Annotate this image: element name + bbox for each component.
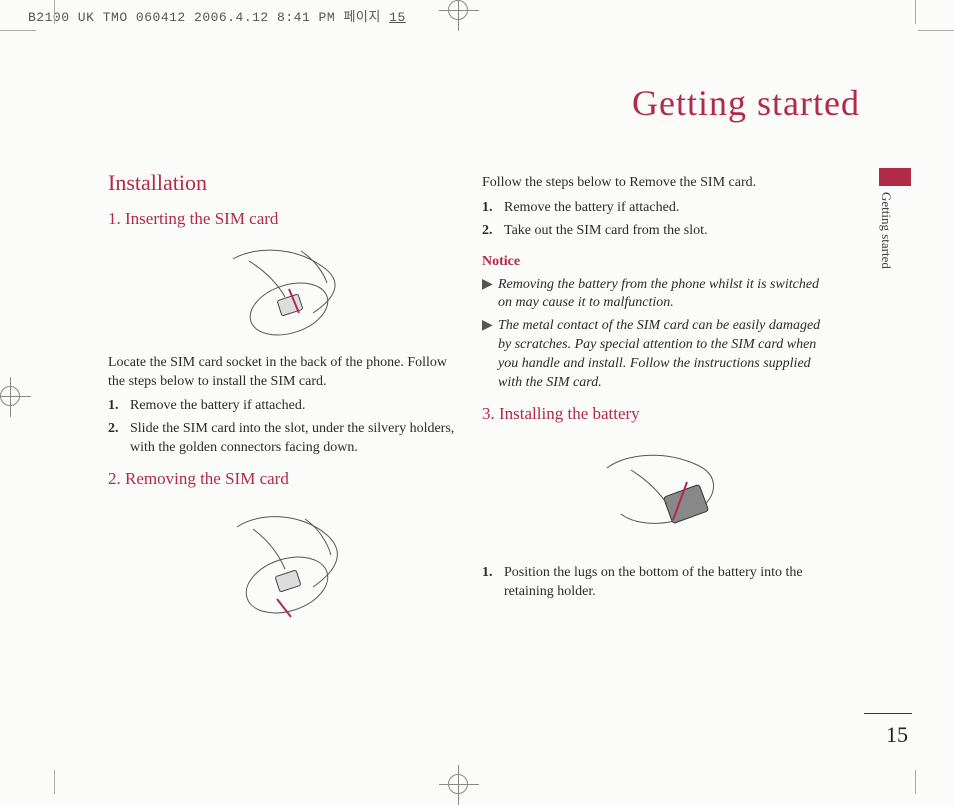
registration-mark-left xyxy=(0,386,20,406)
illustration-remove-sim xyxy=(193,499,373,634)
registration-mark-top xyxy=(448,0,468,20)
section-heading: Installation xyxy=(108,168,458,198)
step-text: Position the lugs on the bottom of the b… xyxy=(504,564,832,602)
subsection-heading: 1. Inserting the SIM card xyxy=(108,208,458,231)
step-number: 1. xyxy=(482,564,504,602)
step-text: Take out the SIM card from the slot. xyxy=(504,222,832,241)
illustration-install-battery xyxy=(567,434,747,554)
illustration-insert-sim xyxy=(193,239,373,344)
registration-mark-bottom xyxy=(448,774,468,794)
step-number: 2. xyxy=(482,222,504,241)
list-item: 1. Position the lugs on the bottom of th… xyxy=(482,564,832,602)
doc-code: B2100 UK TMO 060412 2006.4.12 8:41 PM 페이… xyxy=(28,10,381,25)
bullet-icon: ▶ xyxy=(482,317,498,393)
list-item: 1. Remove the battery if attached. xyxy=(482,199,832,218)
doc-header-page: 15 xyxy=(389,10,406,25)
paragraph: Locate the SIM card socket in the back o… xyxy=(108,354,458,392)
step-number: 2. xyxy=(108,420,130,458)
page-title: Getting started xyxy=(632,82,860,124)
subsection-heading: 3. Installing the battery xyxy=(482,403,832,426)
list-item: ▶ Removing the battery from the phone wh… xyxy=(482,276,832,314)
step-list: 1. Remove the battery if attached. 2. Ta… xyxy=(482,199,832,241)
section-label-vertical: Getting started xyxy=(878,192,894,269)
subsection-heading: 2. Removing the SIM card xyxy=(108,468,458,491)
paragraph: Follow the steps below to Remove the SIM… xyxy=(482,174,832,193)
notice-heading: Notice xyxy=(482,253,832,272)
crop-guide xyxy=(54,770,55,794)
crop-guide xyxy=(915,0,916,24)
crop-guide xyxy=(54,0,55,24)
list-item: 1. Remove the battery if attached. xyxy=(108,397,458,416)
list-item: 2. Take out the SIM card from the slot. xyxy=(482,222,832,241)
step-number: 1. xyxy=(482,199,504,218)
step-text: Remove the battery if attached. xyxy=(504,199,832,218)
column-right: Follow the steps below to Remove the SIM… xyxy=(482,168,832,612)
notice-text: The metal contact of the SIM card can be… xyxy=(498,317,832,393)
column-left: Installation 1. Inserting the SIM card L… xyxy=(108,168,458,644)
notice-list: ▶ Removing the battery from the phone wh… xyxy=(482,276,832,393)
print-header: B2100 UK TMO 060412 2006.4.12 8:41 PM 페이… xyxy=(28,6,406,25)
list-item: 2. Slide the SIM card into the slot, und… xyxy=(108,420,458,458)
step-text: Slide the SIM card into the slot, under … xyxy=(130,420,458,458)
list-item: ▶ The metal contact of the SIM card can … xyxy=(482,317,832,393)
notice-text: Removing the battery from the phone whil… xyxy=(498,276,832,314)
step-number: 1. xyxy=(108,397,130,416)
section-tab xyxy=(879,168,911,186)
page-number-rule xyxy=(864,713,912,714)
page-number: 15 xyxy=(886,722,908,748)
crop-guide xyxy=(0,30,36,31)
step-list: 1. Remove the battery if attached. 2. Sl… xyxy=(108,397,458,458)
bullet-icon: ▶ xyxy=(482,276,498,314)
crop-guide xyxy=(915,770,916,794)
step-list: 1. Position the lugs on the bottom of th… xyxy=(482,564,832,602)
step-text: Remove the battery if attached. xyxy=(130,397,458,416)
crop-guide xyxy=(918,30,954,31)
